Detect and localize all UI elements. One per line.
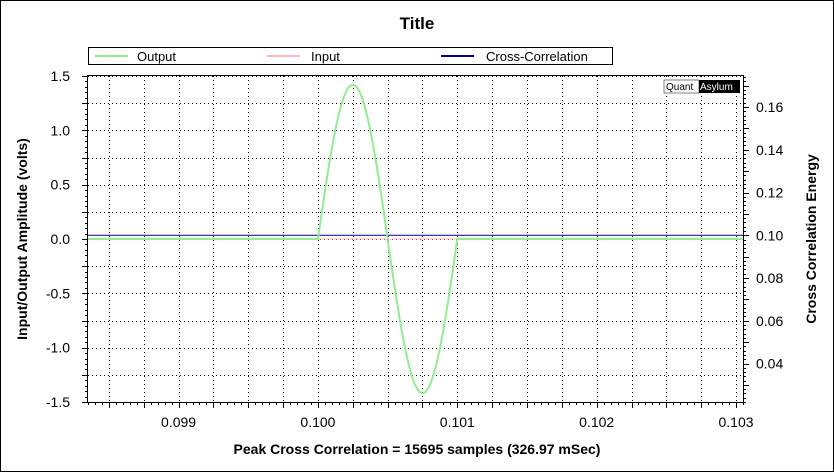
x-axis-label: Peak Cross Correlation = 15695 samples (…	[234, 441, 601, 457]
x-tick-label: 0.101	[440, 414, 475, 430]
y-tick-label: -0.5	[46, 285, 70, 301]
legend-label-cross-correlation: Cross-Correlation	[486, 49, 588, 64]
y-tick-label: 0.0	[51, 231, 71, 247]
y-right-tick-labels: 0.04 0.06 0.08 0.10 0.12 0.14 0.16	[756, 99, 783, 372]
legend-box	[88, 47, 613, 65]
x-tick-label: 0.102	[579, 414, 614, 430]
y-tick-label: 1.5	[51, 68, 71, 84]
plot-area	[87, 75, 744, 403]
y-right-tick-label: 0.04	[756, 356, 783, 372]
y-tick-labels: -1.5 -1.0 -0.5 0.0 0.5 1.0 1.5	[46, 68, 70, 410]
legend-label-input: Input	[311, 49, 340, 64]
logo-text-asylum: Asylum	[700, 82, 733, 93]
y-tick-label: 0.5	[51, 177, 71, 193]
x-tick-labels: 0.099 0.100 0.101 0.102 0.103	[161, 414, 754, 430]
y-right-tick-label: 0.08	[756, 270, 783, 286]
chart-title: Title	[400, 14, 435, 33]
x-tick-label: 0.100	[300, 414, 335, 430]
y-right-tick-label: 0.06	[756, 313, 783, 329]
y-right-tick-label: 0.10	[756, 227, 783, 243]
y-right-tick-label: 0.14	[756, 142, 783, 158]
y-tick-label: 1.0	[51, 122, 71, 138]
legend: Output Input Cross-Correlation	[88, 47, 613, 65]
quantasylum-logo: Quant Asylum	[663, 79, 740, 94]
x-tick-label: 0.103	[719, 414, 754, 430]
series-output-line	[88, 83, 743, 395]
series-layer	[88, 83, 743, 395]
y-tick-label: -1.0	[46, 340, 70, 356]
logo-right-box	[699, 80, 740, 93]
ticks	[82, 76, 749, 408]
x-tick-label: 0.099	[161, 414, 196, 430]
y-right-tick-label: 0.12	[756, 185, 783, 201]
y-right-tick-label: 0.16	[756, 99, 783, 115]
y-axis-right-label: Cross Correlation Energy	[803, 154, 819, 324]
legend-label-output: Output	[137, 49, 176, 64]
logo-text-quant: Quant	[666, 82, 693, 93]
y-axis-label: Input/Output Amplitude (volts)	[14, 138, 30, 340]
y-tick-label: -1.5	[46, 394, 70, 410]
